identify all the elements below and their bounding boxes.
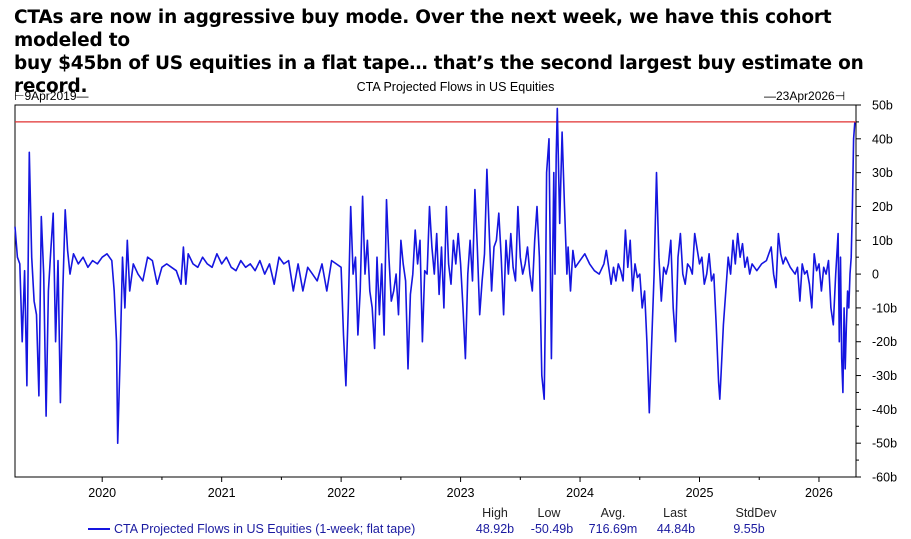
x-tick-label: 2022	[327, 486, 355, 500]
stat-value-last: 44.84b	[656, 522, 696, 536]
stat-value-stddev: 9.55b	[733, 522, 765, 536]
y-tick-label: -50b	[872, 437, 897, 451]
stat-header-high: High	[482, 506, 508, 520]
y-tick-label: 50b	[872, 99, 893, 113]
y-tick-label: -40b	[872, 403, 897, 417]
y-tick-label: 0	[872, 268, 879, 282]
stat-value-high: 48.92b	[475, 522, 515, 536]
end-date-label: —23Apr2026⊣	[764, 89, 846, 103]
y-tick-label: -60b	[872, 471, 897, 485]
x-tick-label: 2020	[88, 486, 116, 500]
stat-value-low: -50.49b	[530, 522, 574, 536]
y-tick-label: -20b	[872, 335, 897, 349]
x-tick-label: 2026	[805, 486, 833, 500]
y-tick-label: 20b	[872, 200, 893, 214]
chart-title: CTA Projected Flows in US Equities	[356, 80, 555, 94]
headline: CTAs are now in aggressive buy mode. Ove…	[14, 6, 894, 98]
headline-line-2: buy $45bn of US equities in a flat tape……	[14, 53, 864, 97]
y-tick-label: 10b	[872, 234, 893, 248]
y-tick-label: -10b	[872, 301, 897, 315]
y-tick-label: 40b	[872, 132, 893, 146]
x-tick-label: 2025	[686, 486, 714, 500]
legend-swatch	[88, 528, 110, 530]
stat-header-stddev: StdDev	[735, 506, 777, 520]
y-tick-label: 30b	[872, 166, 893, 180]
x-tick-label: 2021	[208, 486, 236, 500]
x-tick-label: 2023	[447, 486, 475, 500]
legend-label: CTA Projected Flows in US Equities (1-we…	[114, 522, 416, 536]
plot-area	[14, 104, 857, 478]
stat-header-last: Last	[663, 506, 687, 520]
stat-header-avg: Avg.	[600, 506, 626, 520]
x-tick-label: 2024	[566, 486, 594, 500]
series-line	[14, 107, 856, 444]
stat-value-avg: 716.69m	[588, 522, 638, 536]
headline-line-1: CTAs are now in aggressive buy mode. Ove…	[14, 7, 832, 51]
y-tick-label: -30b	[872, 369, 897, 383]
legend: CTA Projected Flows in US Equities (1-we…	[88, 522, 415, 536]
start-date-label: ⊢9Apr2019—	[14, 89, 89, 103]
stat-header-low: Low	[537, 506, 561, 520]
